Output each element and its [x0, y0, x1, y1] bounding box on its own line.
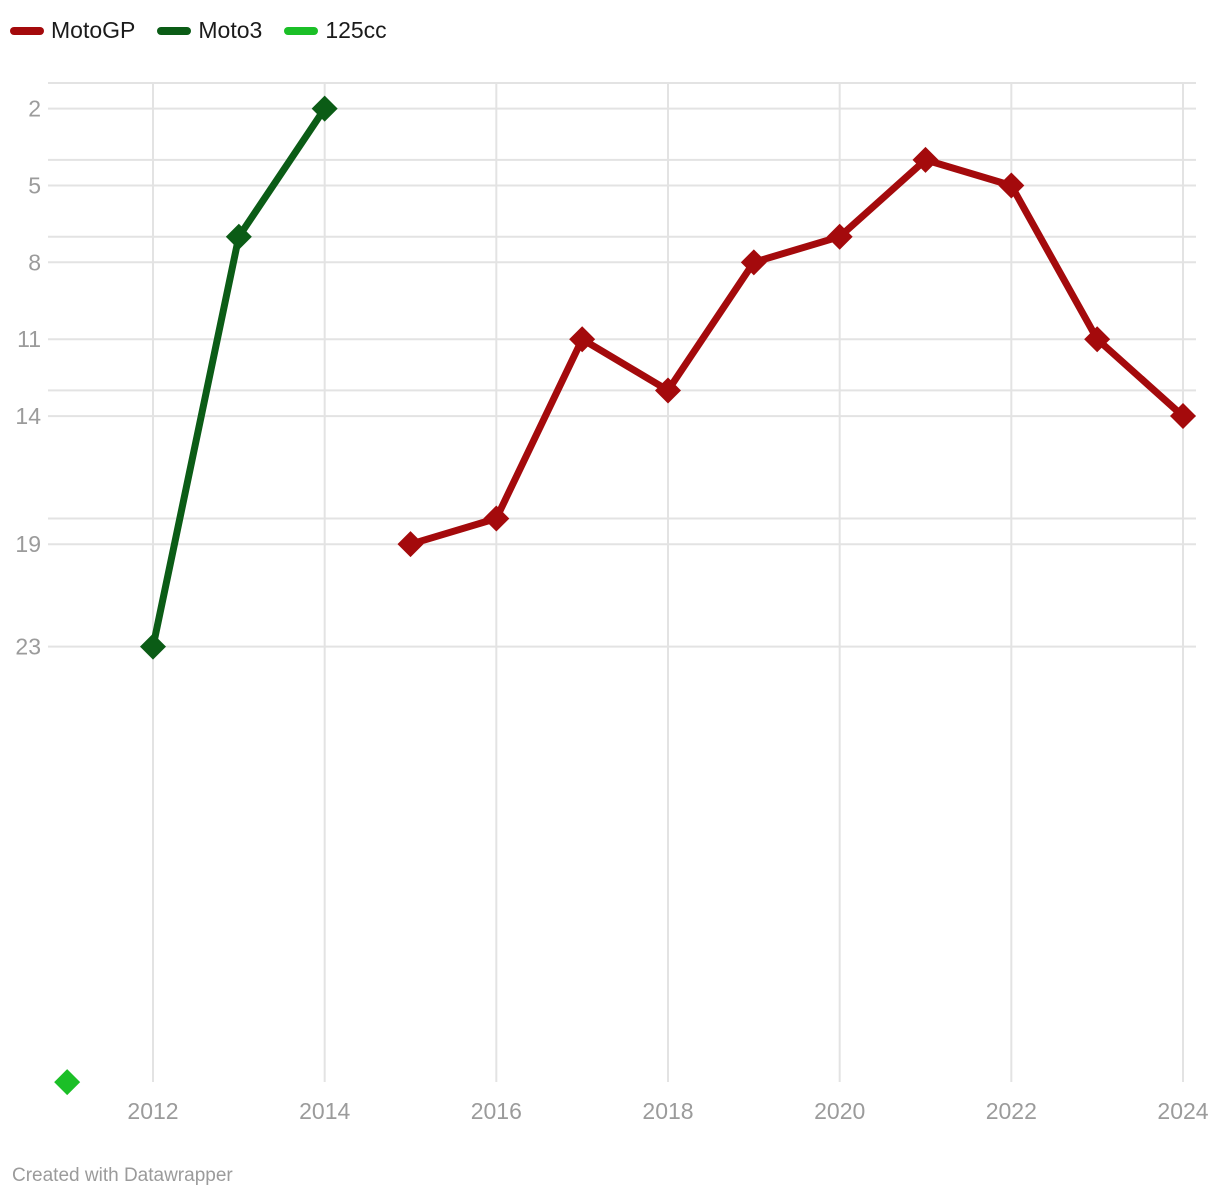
y-tick-label-14: 14 [15, 403, 41, 429]
data-point-MotoGP-2023[interactable] [1084, 326, 1111, 353]
x-axis-labels: 2012 2014 2016 2018 2020 2022 2024 [127, 1098, 1208, 1124]
series-Moto3 [140, 95, 338, 660]
line-Moto3 [149, 105, 329, 651]
y-tick-label-11: 11 [17, 326, 41, 352]
legend-swatch-125cc [284, 26, 319, 35]
data-point-MotoGP-2019[interactable] [740, 249, 767, 276]
data-point-MotoGP-2016[interactable] [483, 505, 510, 532]
legend-label-motogp: MotoGP [51, 17, 136, 43]
horizontal-gridlines [48, 82, 1196, 648]
data-point-MotoGP-2018[interactable] [654, 377, 681, 404]
line-MotoGP [407, 156, 1187, 548]
data-point-MotoGP-2024[interactable] [1169, 403, 1196, 430]
y-tick-label-5: 5 [28, 173, 41, 199]
y-tick-label-8: 8 [28, 249, 41, 275]
legend-item-moto3: Moto3 [157, 17, 262, 44]
data-point-Moto3-2013[interactable] [225, 223, 252, 250]
data-point-MotoGP-2020[interactable] [826, 223, 853, 250]
series-MotoGP [397, 146, 1196, 558]
x-tick-label-2020: 2020 [814, 1098, 865, 1124]
y-tick-label-19: 19 [15, 531, 41, 557]
y-tick-label-2: 2 [28, 96, 41, 122]
series-125cc [54, 1069, 81, 1096]
data-point-Moto3-2012[interactable] [140, 633, 166, 660]
legend-item-125cc: 125cc [284, 17, 387, 44]
data-point-MotoGP-2017[interactable] [569, 326, 596, 353]
x-tick-label-2022: 2022 [986, 1098, 1037, 1124]
data-point-MotoGP-2021[interactable] [912, 146, 939, 173]
x-tick-label-2024: 2024 [1157, 1098, 1208, 1124]
datawrapper-attribution: Created with Datawrapper [12, 1165, 233, 1186]
data-point-MotoGP-2022[interactable] [998, 172, 1025, 199]
legend-label-125cc: 125cc [325, 17, 387, 43]
data-point-Moto3-2014[interactable] [311, 95, 338, 122]
x-tick-label-2014: 2014 [299, 1098, 350, 1124]
legend-swatch-moto3 [157, 26, 192, 35]
data-point-125cc-2011[interactable] [54, 1069, 81, 1096]
chart-legend: MotoGP Moto3 125cc [10, 17, 387, 44]
x-tick-label-2016: 2016 [471, 1098, 522, 1124]
y-tick-label-23: 23 [15, 634, 41, 660]
y-axis-labels: 2 5 8 11 14 19 23 [15, 96, 41, 660]
x-tick-label-2012: 2012 [127, 1098, 178, 1124]
data-point-MotoGP-2015[interactable] [397, 531, 424, 558]
x-tick-label-2018: 2018 [642, 1098, 693, 1124]
legend-swatch-motogp [10, 26, 44, 35]
vertical-gridlines [152, 84, 1184, 1082]
legend-label-moto3: Moto3 [198, 17, 263, 43]
legend-item-motogp: MotoGP [10, 17, 135, 44]
